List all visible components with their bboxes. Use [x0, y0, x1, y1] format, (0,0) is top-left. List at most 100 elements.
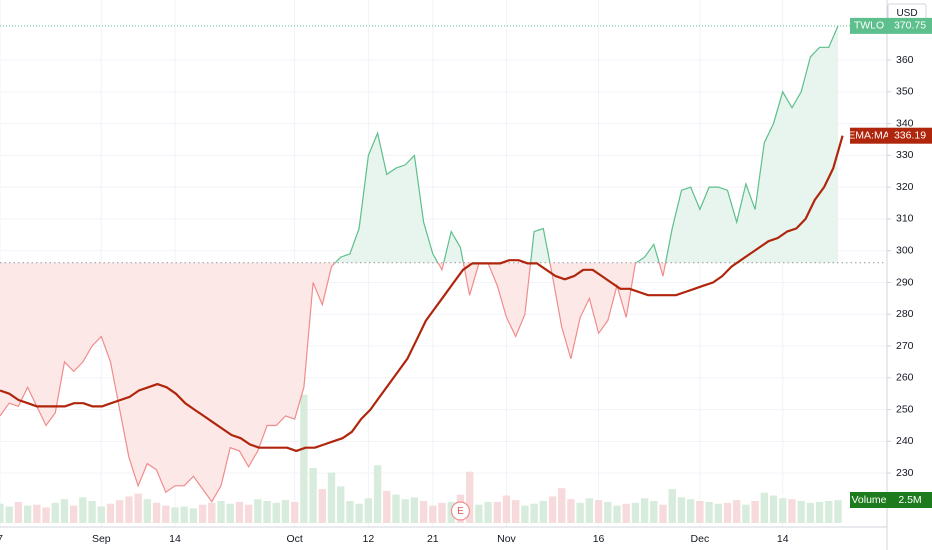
volume-bar [825, 501, 833, 523]
earnings-marker[interactable] [450, 501, 471, 521]
volume-bar [226, 503, 234, 523]
volume-bar [180, 506, 188, 523]
y-tick-label: 320 [896, 181, 914, 193]
volume-bar [769, 495, 778, 523]
x-tick-label: 21 [427, 533, 439, 545]
price-area-down [0, 262, 838, 502]
y-tick-label: 300 [896, 244, 914, 256]
volume-bar [475, 504, 483, 523]
x-tick-label: 12 [363, 533, 375, 545]
volume-bar [659, 504, 667, 523]
volume-bar [300, 394, 308, 523]
volume-bar [235, 501, 244, 523]
volume-bar [622, 503, 630, 523]
y-tick-label: 290 [896, 276, 914, 288]
volume-bar [484, 501, 492, 523]
y-tick-label: 260 [896, 372, 914, 384]
volume-bar [465, 471, 474, 523]
volume-bar [705, 501, 713, 523]
volume-value: 2.5M [898, 494, 921, 506]
volume-bar [834, 500, 842, 523]
volume-value-box [888, 492, 932, 508]
volume-bar [512, 500, 520, 523]
volume-bar [33, 504, 41, 523]
volume-bar [742, 504, 750, 523]
volume-bar [337, 486, 345, 523]
volume-bar [668, 489, 676, 523]
volume-bar [208, 502, 216, 523]
y-tick-label: 330 [896, 149, 914, 161]
ema-line [0, 135, 844, 452]
volume-bar [116, 500, 124, 523]
volume-bar [419, 501, 428, 523]
volume-tag [850, 492, 888, 508]
volume-bar [290, 501, 299, 523]
y-tick-label: 360 [896, 54, 914, 66]
volume-bar [162, 505, 170, 523]
volume-bar [521, 505, 529, 523]
volume-bar [576, 502, 584, 523]
volume-bar [539, 501, 548, 523]
y-tick-label: 310 [896, 213, 914, 225]
x-tick-label: 14 [169, 533, 181, 545]
volume-bar [548, 496, 557, 523]
volume-bar [613, 505, 621, 523]
volume-bar [631, 502, 640, 523]
x-tick-label: 14 [777, 533, 789, 545]
volume-bar [171, 507, 179, 523]
volume-bar [604, 501, 612, 523]
volume-bar [567, 499, 575, 523]
volume-bar [392, 494, 400, 523]
volume-bar [686, 499, 695, 523]
volume-bar [502, 495, 511, 523]
volume-bar [493, 501, 501, 523]
volume-bar [723, 502, 732, 523]
price-area-up [335, 25, 838, 263]
volume-bar [244, 504, 253, 523]
volume-bar [640, 498, 649, 523]
volume-bar [410, 497, 419, 523]
volume-bar [677, 497, 686, 523]
volume-bar [106, 503, 115, 523]
x-tick-label: Dec [691, 533, 710, 545]
price-value: 370.75 [894, 20, 926, 32]
volume-bar [383, 490, 391, 523]
price-line-down [0, 262, 667, 503]
volume-bar [760, 492, 769, 523]
currency: USD [896, 8, 917, 19]
volume-bar [272, 502, 280, 523]
price-tag [850, 17, 888, 34]
volume-bar [69, 505, 78, 523]
price-value-box [888, 17, 932, 34]
earnings-label: E [457, 506, 464, 517]
x-tick-label: Oct [287, 533, 303, 545]
volume-bar [327, 472, 336, 523]
volume-bar [125, 496, 133, 523]
x-tick-label: 7 [0, 533, 3, 545]
volume-bar [0, 503, 4, 523]
volume-bar [751, 501, 759, 523]
volume-bar [152, 502, 161, 523]
volume-bar [318, 489, 326, 523]
volume-bar [438, 502, 446, 523]
volume-bar [23, 505, 32, 523]
x-tick-label: 16 [593, 533, 605, 545]
volume-bar [696, 501, 704, 523]
volume-bar [714, 503, 722, 523]
volume-bar [364, 498, 373, 523]
y-tick-label: 240 [896, 435, 914, 447]
volume-bar [97, 506, 105, 523]
y-tick-label: 250 [896, 403, 914, 415]
volume-bar [198, 504, 207, 523]
volume-bar [585, 498, 594, 523]
y-tick-label: 340 [896, 117, 914, 129]
volume-bar [733, 500, 741, 523]
ema-value-box [888, 127, 932, 144]
volume-name: Volume [851, 494, 886, 506]
volume-bar [88, 501, 96, 523]
volume-bar [788, 499, 796, 523]
price-line-up [334, 25, 839, 263]
volume-bar [5, 506, 13, 523]
volume-bar [806, 502, 815, 523]
